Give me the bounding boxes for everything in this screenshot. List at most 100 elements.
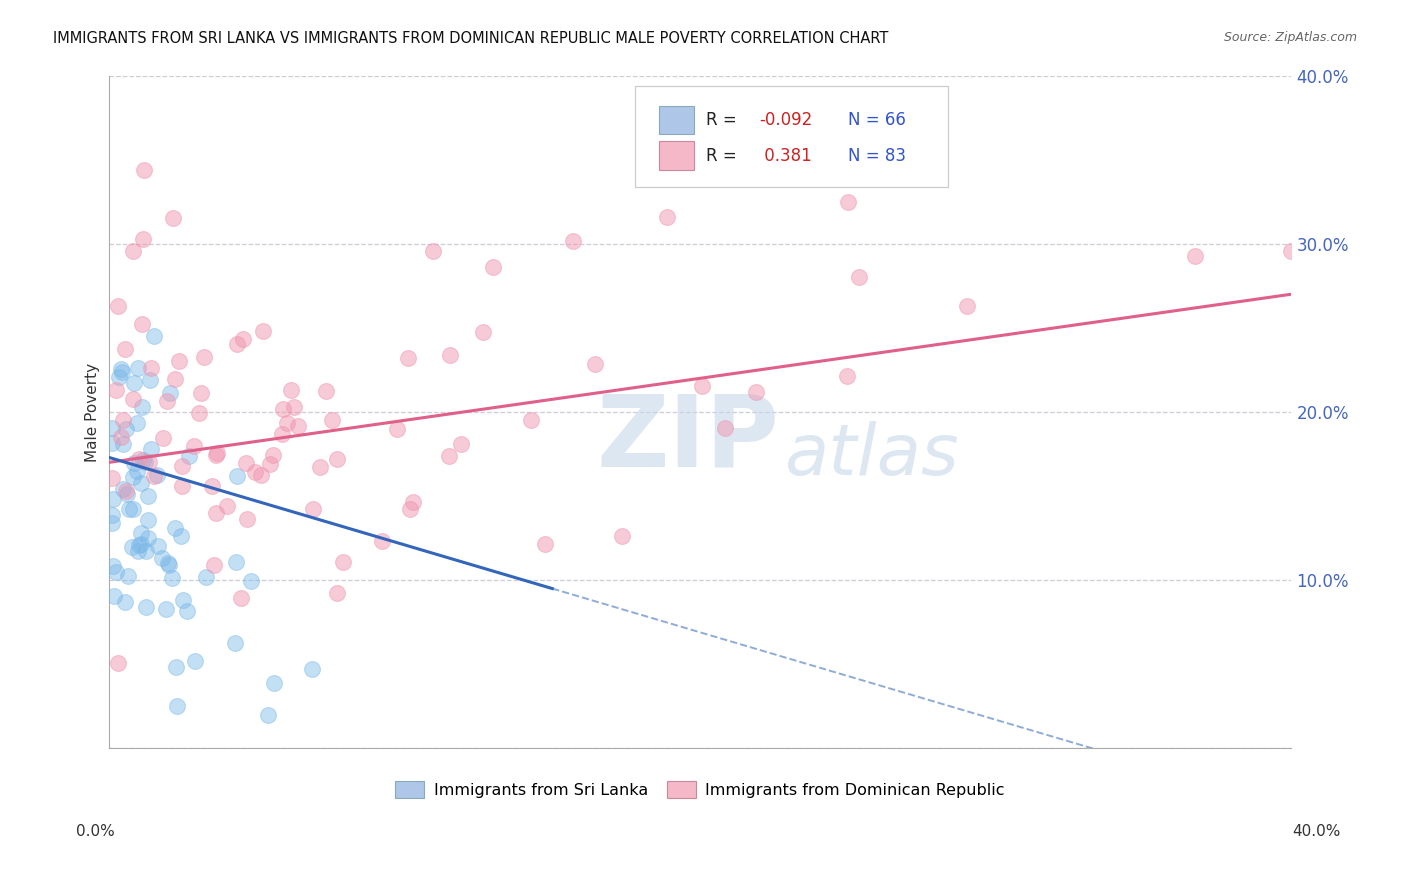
- FancyBboxPatch shape: [659, 142, 695, 169]
- Text: 0.381: 0.381: [759, 146, 813, 165]
- Point: [194, 569, 217, 583]
- Point: [115, 483, 138, 498]
- Point: [170, 529, 193, 543]
- Point: [156, 393, 179, 408]
- Point: [302, 502, 325, 516]
- Point: [1184, 249, 1206, 263]
- Point: [250, 467, 273, 482]
- Point: [136, 512, 159, 526]
- Point: [107, 299, 129, 313]
- Text: N = 83: N = 83: [848, 146, 905, 165]
- Point: [276, 416, 298, 430]
- Point: [439, 348, 461, 362]
- Point: [166, 699, 188, 714]
- Point: [835, 368, 858, 383]
- Point: [128, 452, 150, 467]
- FancyBboxPatch shape: [636, 86, 949, 186]
- Point: [252, 324, 274, 338]
- Point: [139, 373, 162, 387]
- Point: [184, 654, 207, 668]
- Point: [163, 521, 186, 535]
- Point: [1281, 244, 1303, 258]
- Point: [745, 384, 768, 399]
- Point: [124, 376, 146, 391]
- Text: 0.0%: 0.0%: [76, 824, 115, 838]
- Point: [110, 430, 132, 444]
- Point: [142, 468, 165, 483]
- Point: [111, 412, 134, 426]
- Point: [201, 478, 224, 492]
- Point: [127, 464, 149, 478]
- Point: [283, 400, 305, 414]
- Point: [122, 244, 145, 259]
- Point: [273, 401, 295, 416]
- Point: [127, 361, 149, 376]
- Text: N = 66: N = 66: [848, 111, 905, 129]
- Point: [101, 558, 124, 573]
- Y-axis label: Male Poverty: Male Poverty: [86, 362, 100, 461]
- Point: [183, 440, 205, 454]
- Point: [315, 384, 337, 398]
- Point: [117, 568, 139, 582]
- Point: [138, 455, 160, 469]
- Point: [108, 369, 131, 384]
- Point: [105, 565, 128, 579]
- Point: [202, 558, 225, 572]
- Point: [150, 550, 173, 565]
- Point: [107, 656, 129, 670]
- Point: [176, 604, 198, 618]
- Point: [837, 194, 859, 209]
- Point: [114, 342, 136, 356]
- Point: [240, 574, 263, 589]
- Point: [112, 482, 135, 496]
- Point: [129, 525, 152, 540]
- Point: [280, 383, 302, 397]
- Point: [520, 413, 543, 427]
- Text: IMMIGRANTS FROM SRI LANKA VS IMMIGRANTS FROM DOMINICAN REPUBLIC MALE POVERTY COR: IMMIGRANTS FROM SRI LANKA VS IMMIGRANTS …: [53, 31, 889, 46]
- Point: [332, 555, 354, 569]
- Point: [101, 492, 124, 507]
- Text: R =: R =: [706, 111, 742, 129]
- Point: [271, 426, 294, 441]
- Point: [955, 299, 977, 313]
- Point: [533, 536, 555, 550]
- Point: [145, 467, 167, 482]
- Point: [371, 533, 394, 548]
- Point: [121, 540, 143, 554]
- Point: [172, 459, 194, 474]
- Point: [224, 636, 246, 650]
- Point: [263, 676, 285, 690]
- Point: [135, 544, 157, 558]
- Point: [657, 211, 679, 225]
- Point: [127, 416, 149, 430]
- Point: [159, 385, 181, 400]
- Point: [204, 448, 226, 462]
- Point: [101, 471, 124, 485]
- Point: [561, 235, 583, 249]
- Point: [301, 662, 323, 676]
- Point: [155, 602, 177, 616]
- Point: [235, 512, 257, 526]
- Text: -0.092: -0.092: [759, 111, 813, 129]
- Point: [188, 406, 211, 420]
- Point: [235, 456, 257, 470]
- Point: [131, 475, 153, 490]
- Point: [583, 357, 606, 371]
- Point: [326, 452, 349, 467]
- Point: [129, 537, 152, 551]
- Point: [612, 529, 634, 543]
- Point: [156, 556, 179, 570]
- Point: [399, 501, 422, 516]
- Point: [157, 558, 180, 572]
- Point: [172, 479, 194, 493]
- Point: [231, 591, 253, 606]
- Text: Source: ZipAtlas.com: Source: ZipAtlas.com: [1223, 31, 1357, 45]
- Point: [132, 453, 155, 467]
- Point: [714, 421, 737, 435]
- Point: [114, 595, 136, 609]
- Point: [232, 332, 254, 346]
- Point: [225, 555, 247, 569]
- Point: [259, 457, 281, 471]
- Point: [122, 392, 145, 406]
- Point: [110, 362, 132, 376]
